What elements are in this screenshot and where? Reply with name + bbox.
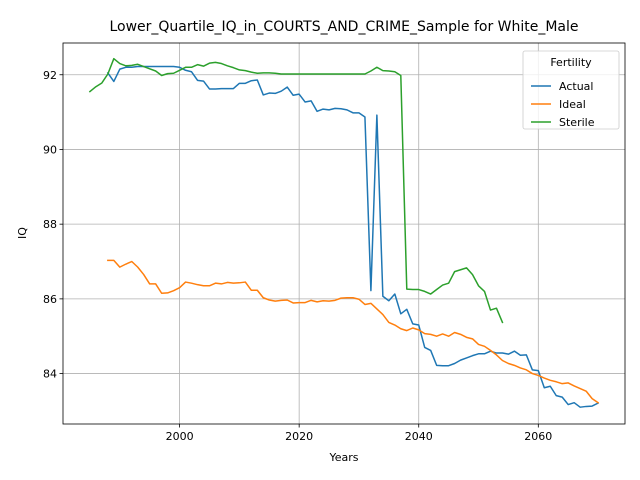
legend-items: Actual Ideal Sterile xyxy=(531,80,595,129)
series-line-sterile xyxy=(88,57,504,324)
series-line-ideal xyxy=(107,259,600,404)
x-tick-label: 2040 xyxy=(405,430,433,443)
x-tick-label: 2000 xyxy=(166,430,194,443)
ticks: 2000 2020 2040 2060 84 86 88 90 92 xyxy=(43,69,552,443)
x-tick-label: 2060 xyxy=(524,430,552,443)
legend-label-ideal: Ideal xyxy=(559,98,586,111)
legend-label-actual: Actual xyxy=(559,80,593,93)
y-tick-label: 88 xyxy=(43,218,57,231)
series-line-actual xyxy=(106,65,600,408)
chart-title: Lower_Quartile_IQ_in_COURTS_AND_CRIME_Sa… xyxy=(109,19,578,35)
axes-frame xyxy=(62,42,626,425)
legend-label-sterile: Sterile xyxy=(559,116,595,129)
y-tick-label: 86 xyxy=(43,293,57,306)
x-tick-label: 2020 xyxy=(285,430,313,443)
y-axis-label: IQ xyxy=(16,227,29,239)
y-tick-label: 92 xyxy=(43,69,57,82)
x-axis-label: Years xyxy=(328,451,358,464)
series-layer xyxy=(88,57,600,408)
y-tick-label: 90 xyxy=(43,143,57,156)
y-tick-label: 84 xyxy=(43,368,57,381)
legend: Fertility Actual Ideal Sterile xyxy=(522,50,620,130)
legend-box xyxy=(522,50,620,130)
legend-title: Fertility xyxy=(550,56,592,69)
